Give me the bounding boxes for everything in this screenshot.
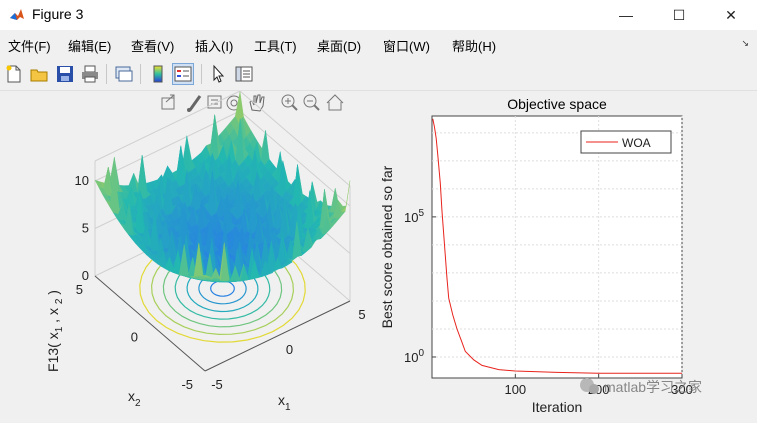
z-tick-label: 5 (82, 221, 89, 236)
grid-line (239, 91, 351, 187)
legend-label: WOA (622, 136, 651, 150)
surface-mesh (94, 91, 351, 283)
menu-file[interactable]: 文件(F) (8, 39, 51, 54)
x-tick-label: 300 (671, 382, 693, 397)
select-pointer-icon[interactable] (208, 64, 228, 84)
minimize-button[interactable]: — (619, 7, 633, 23)
z-axis-label: F13( x1 , x 2 ) (45, 290, 65, 372)
figure-toolbar (0, 58, 757, 91)
toolbar-separator (140, 64, 141, 84)
menu-edit[interactable]: 编辑(E) (68, 39, 112, 54)
watermark: matlab学习之家 (580, 378, 702, 395)
y-tick-label: 105 (404, 208, 424, 225)
z-tick-label: 0 (82, 268, 89, 283)
toolbar-separator (106, 64, 107, 84)
zoom-in-icon[interactable] (281, 94, 298, 111)
colorbar-icon[interactable] (148, 64, 168, 84)
zoom-out-icon[interactable] (303, 94, 320, 111)
menu-window[interactable]: 窗口(W) (383, 39, 430, 54)
y-axis-label: x2 (128, 388, 141, 409)
x-tick-label: 0 (286, 342, 293, 357)
property-inspector-icon[interactable] (234, 64, 254, 84)
menu-view[interactable]: 查看(V) (131, 39, 175, 54)
contour-line (210, 280, 235, 297)
window-title: Figure 3 (32, 6, 84, 22)
x-tick-label: 5 (358, 307, 365, 322)
title-bar: Figure 3 — ☐ ✕ (0, 0, 757, 30)
wechat-icon (589, 384, 599, 394)
menu-insert[interactable]: 插入(I) (195, 39, 234, 54)
surface-patch (200, 274, 211, 278)
menu-desktop[interactable]: 桌面(D) (317, 39, 362, 54)
chevron-icon[interactable]: ↘ (741, 38, 749, 48)
y-tick-label: 0 (131, 330, 138, 345)
grid-line (94, 275, 206, 372)
plot-area (431, 115, 683, 379)
x-tick-label: 100 (504, 382, 526, 397)
new-figure-icon[interactable] (4, 64, 24, 84)
grid-line (239, 110, 351, 207)
y-axis-label: Best score obtained so far (379, 165, 395, 328)
convergence-plot[interactable]: 100200300100105WOAObjective spaceIterati… (370, 91, 757, 423)
legend-icon[interactable] (172, 63, 194, 85)
legend-box (580, 130, 672, 154)
y-tick-label: 100 (404, 348, 424, 365)
x-tick-label: -5 (211, 377, 223, 392)
link-plot-icon[interactable] (114, 64, 134, 84)
grid-line (204, 300, 351, 372)
open-file-icon[interactable] (29, 64, 49, 84)
menu-bar: 文件(F) 编辑(E) 查看(V) 插入(I) 工具(T) 桌面(D) 窗口(W… (0, 30, 757, 58)
close-button[interactable]: ✕ (725, 7, 737, 23)
y-tick-label: 5 (76, 282, 83, 297)
save-icon[interactable] (55, 64, 75, 84)
brush-icon[interactable] (187, 95, 202, 112)
maximize-button[interactable]: ☐ (672, 7, 686, 23)
x-axis-label: x1 (278, 392, 291, 413)
grid (432, 116, 683, 378)
print-icon[interactable] (80, 64, 100, 84)
watermark-text: matlab学习之家 (604, 379, 702, 395)
legend: WOA (580, 130, 672, 154)
export-icon[interactable] (161, 94, 175, 110)
menu-tools[interactable]: 工具(T) (254, 39, 297, 54)
series-line-woa (432, 118, 682, 374)
restore-view-icon[interactable] (326, 94, 344, 111)
toolbar-separator (201, 64, 202, 84)
y-tick-label: -5 (181, 377, 193, 392)
matlab-logo-icon (8, 6, 26, 24)
menu-help[interactable]: 帮助(H) (452, 39, 497, 54)
chart-title: Objective space (507, 96, 607, 112)
grid-line (94, 91, 241, 162)
z-tick-label: 10 (75, 173, 89, 188)
x-axis-label: Iteration (532, 399, 583, 415)
